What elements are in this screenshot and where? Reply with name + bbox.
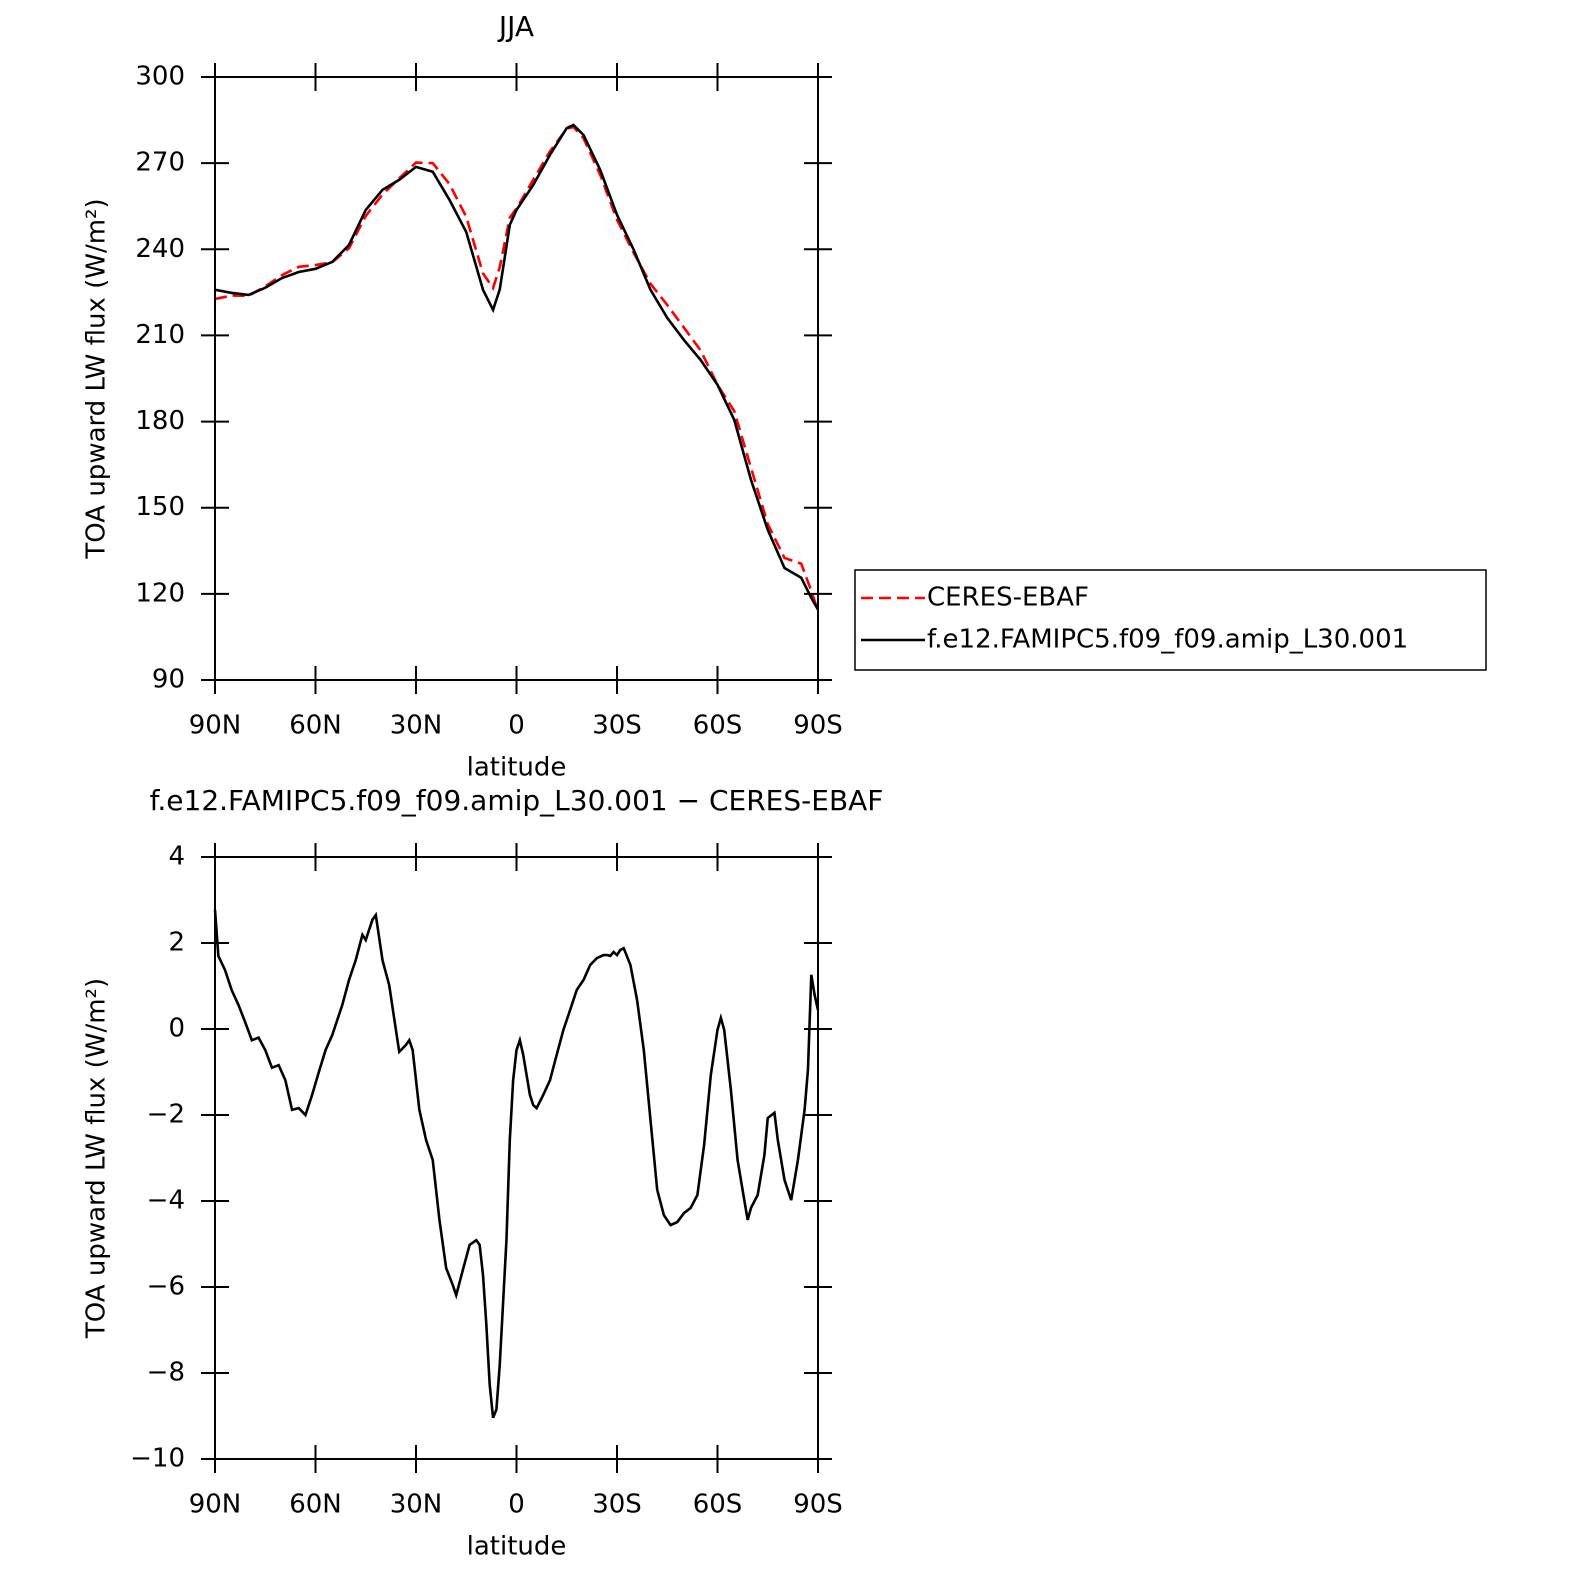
y-axis-label: TOA upward LW flux (W/m²): [82, 978, 112, 1339]
y-tick-label: 150: [135, 492, 185, 522]
y-tick-label: 120: [135, 578, 185, 608]
y-tick-label: 180: [135, 406, 185, 436]
x-tick-label: 30S: [592, 1490, 642, 1520]
x-tick-label: 60S: [693, 1490, 743, 1520]
legend-box: [854, 569, 1487, 671]
x-tick-label: 0: [508, 1490, 525, 1520]
legend-label: f.e12.FAMIPC5.f09_f09.amip_L30.001: [927, 625, 1408, 655]
y-tick-label: −2: [147, 1100, 185, 1130]
data-line: [214, 125, 820, 612]
y-tick-label: 90: [152, 665, 185, 695]
y-axis-label: TOA upward LW flux (W/m²): [82, 198, 112, 559]
chart-title: f.e12.FAMIPC5.f09_f09.amip_L30.001 − CER…: [150, 784, 884, 817]
chart-title: JJA: [497, 10, 534, 43]
x-tick-label: 60S: [693, 711, 743, 741]
x-tick-label: 30S: [592, 711, 642, 741]
y-tick-label: −4: [147, 1186, 185, 1216]
x-tick-label: 90S: [793, 1490, 843, 1520]
y-tick-label: −8: [147, 1358, 185, 1388]
x-tick-label: 60N: [289, 711, 342, 741]
x-tick-label: 30N: [390, 1490, 443, 1520]
y-tick-label: −6: [147, 1272, 185, 1302]
y-tick-label: 300: [135, 62, 185, 92]
x-axis-label: latitude: [467, 753, 567, 783]
x-tick-label: 90S: [793, 711, 843, 741]
plot-frame: [214, 76, 819, 681]
data-line: [213, 909, 820, 1419]
x-axis-label: latitude: [467, 1532, 567, 1562]
y-tick-label: 0: [168, 1014, 185, 1044]
x-tick-label: 60N: [289, 1490, 342, 1520]
y-tick-label: 270: [135, 148, 185, 178]
x-tick-label: 90N: [189, 1490, 242, 1520]
x-tick-label: 30N: [390, 711, 443, 741]
y-tick-label: −10: [130, 1444, 185, 1474]
y-tick-label: 210: [135, 320, 185, 350]
y-tick-label: 4: [168, 842, 185, 872]
plot-frame: [214, 856, 819, 1460]
y-tick-label: 240: [135, 234, 185, 264]
data-line: [214, 123, 820, 611]
x-tick-label: 0: [508, 711, 525, 741]
y-tick-label: 2: [168, 928, 185, 958]
legend-label: CERES-EBAF: [927, 583, 1089, 613]
x-tick-label: 90N: [189, 711, 242, 741]
